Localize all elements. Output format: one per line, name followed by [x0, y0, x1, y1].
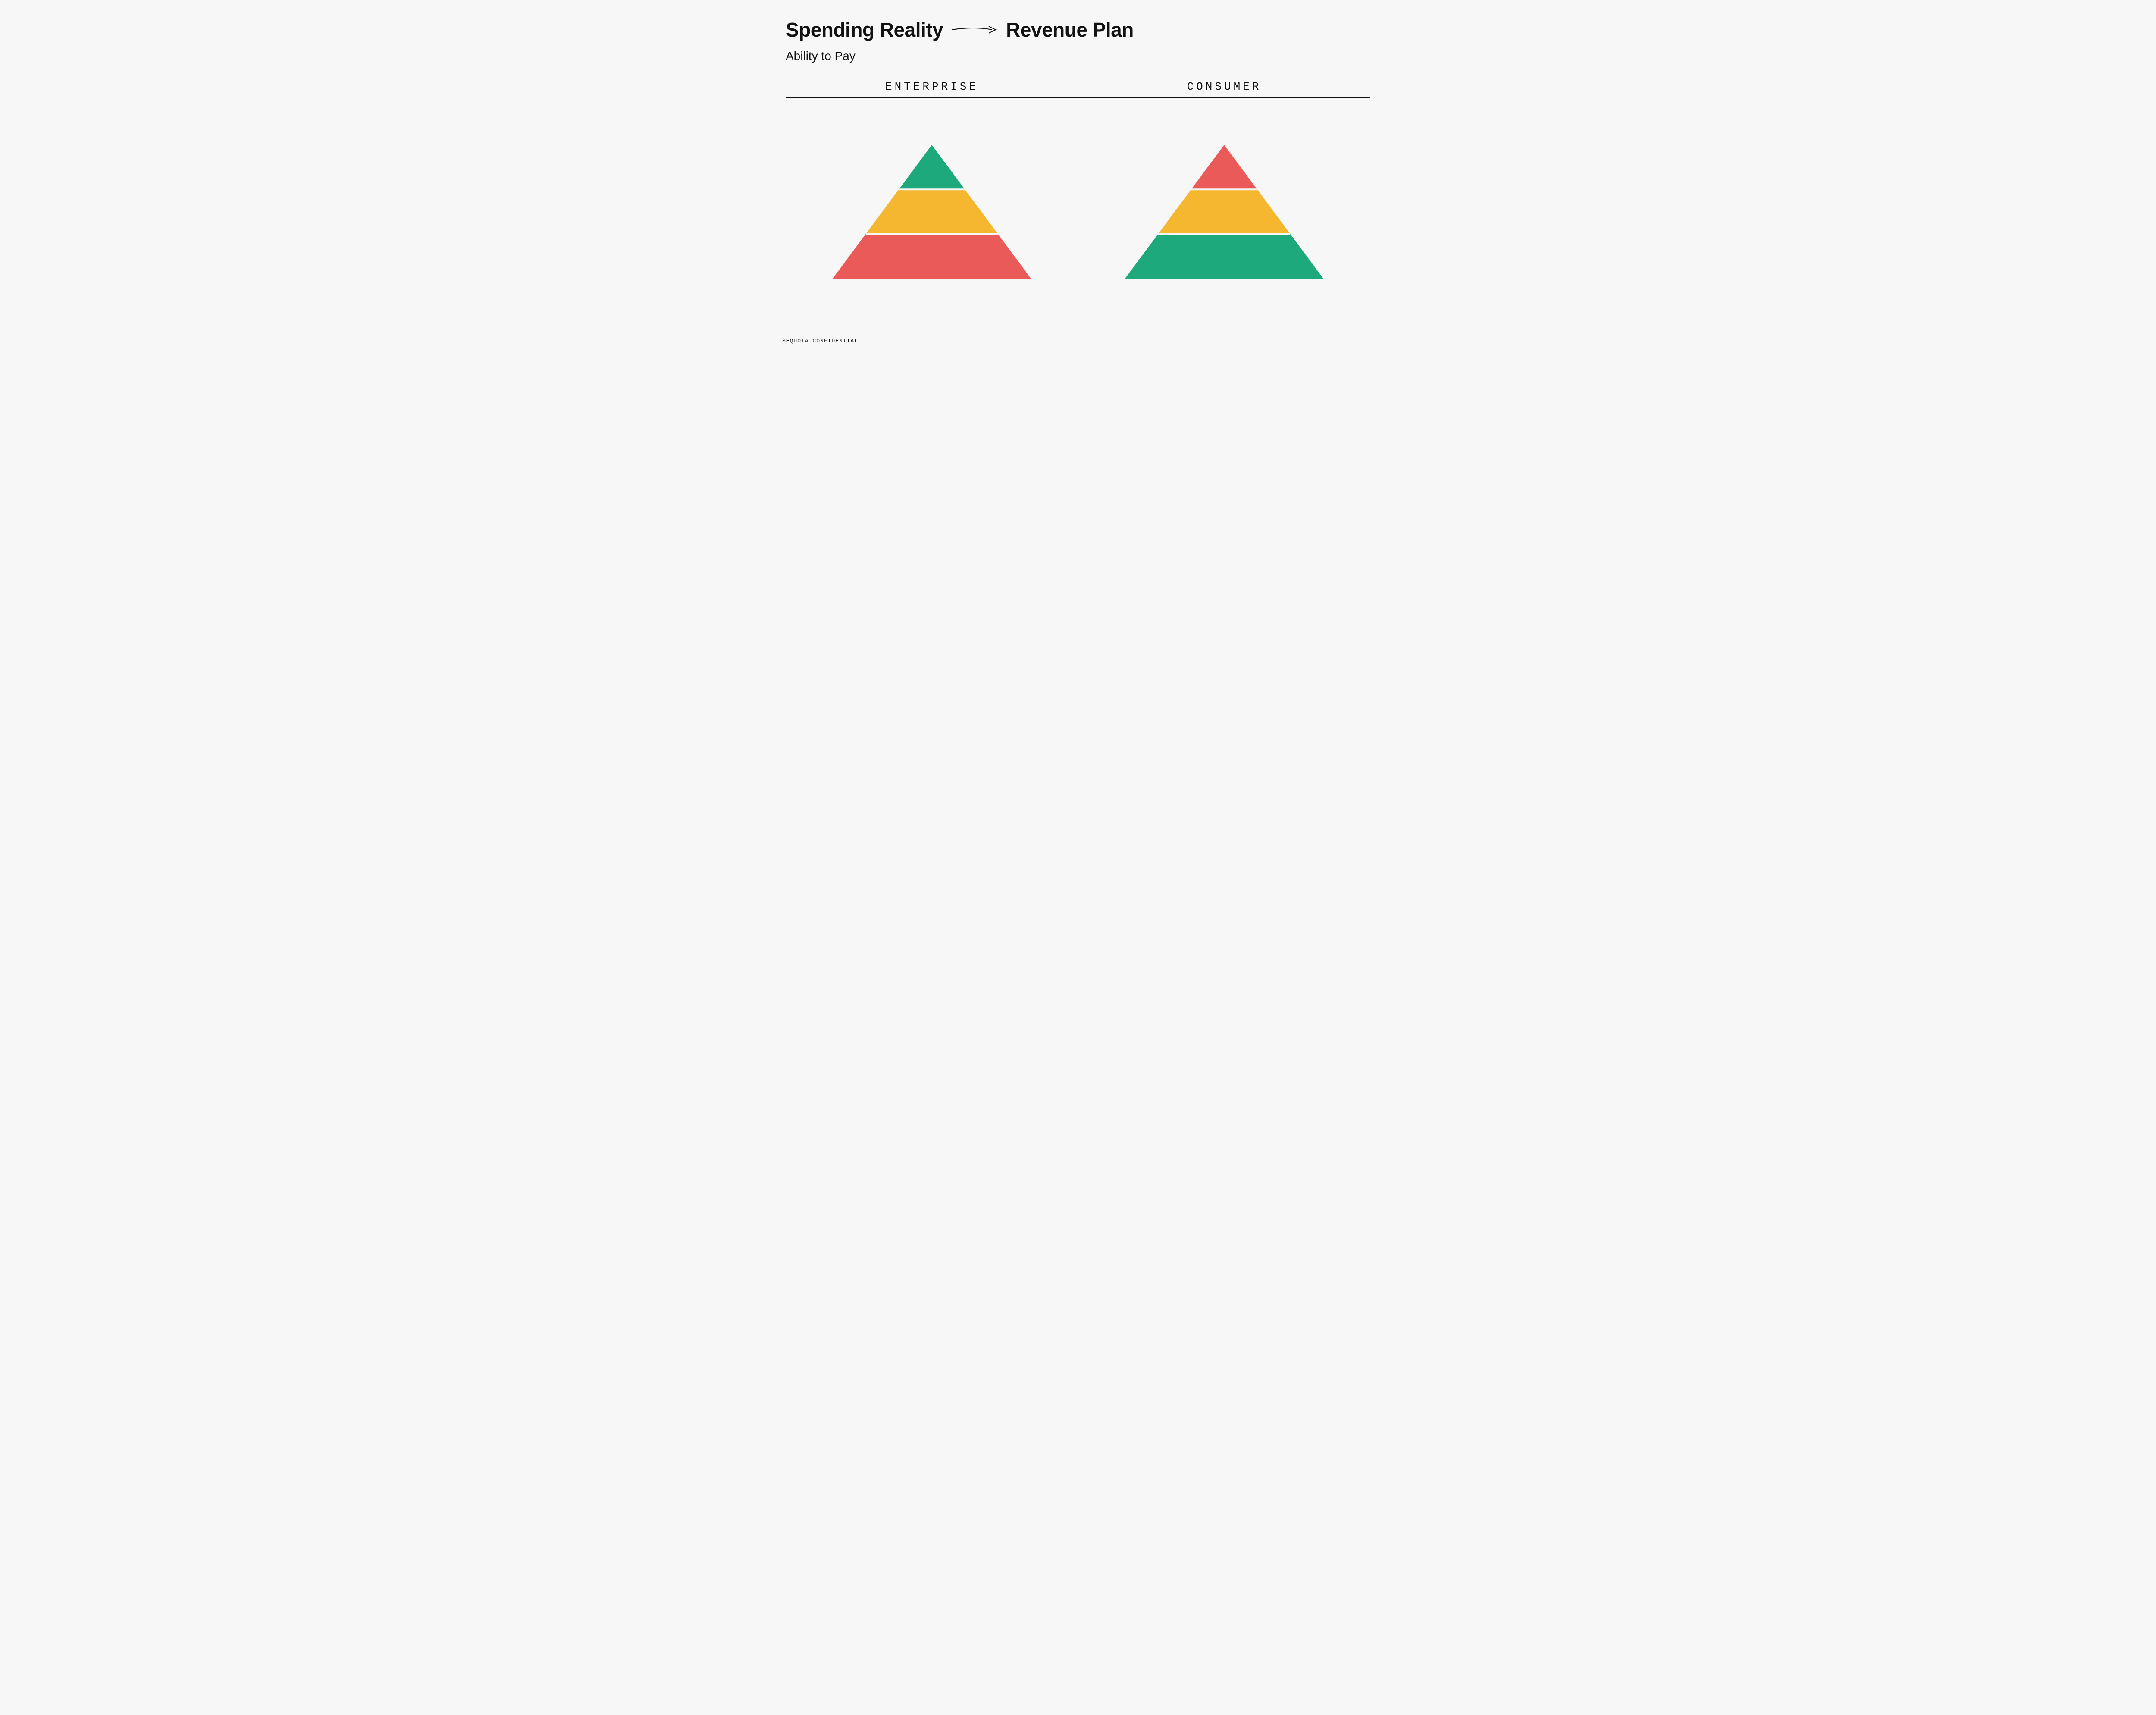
subtitle: Ability to Pay	[786, 49, 1370, 63]
slide: Spending Reality Revenue Plan Ability to…	[764, 0, 1392, 352]
title-row: Spending Reality Revenue Plan	[786, 18, 1370, 41]
column-header-enterprise: ENTERPRISE	[786, 80, 1078, 97]
title-left: Spending Reality	[786, 18, 943, 41]
pyramid-enterprise	[833, 145, 1031, 279]
column-headers: ENTERPRISE CONSUMER	[786, 80, 1370, 98]
footer-confidential: SEQUOIA CONFIDENTIAL	[782, 338, 858, 344]
pyramid-consumer	[1125, 145, 1323, 279]
header: Spending Reality Revenue Plan Ability to…	[786, 18, 1370, 63]
title-right: Revenue Plan	[1006, 18, 1134, 41]
pyramids-row	[786, 98, 1370, 325]
pyramid-cell-enterprise	[786, 98, 1078, 325]
pyramid-cell-consumer	[1078, 98, 1370, 325]
arrow-right-icon	[951, 24, 998, 36]
columns: ENTERPRISE CONSUMER	[786, 80, 1370, 326]
column-header-consumer: CONSUMER	[1078, 80, 1370, 97]
